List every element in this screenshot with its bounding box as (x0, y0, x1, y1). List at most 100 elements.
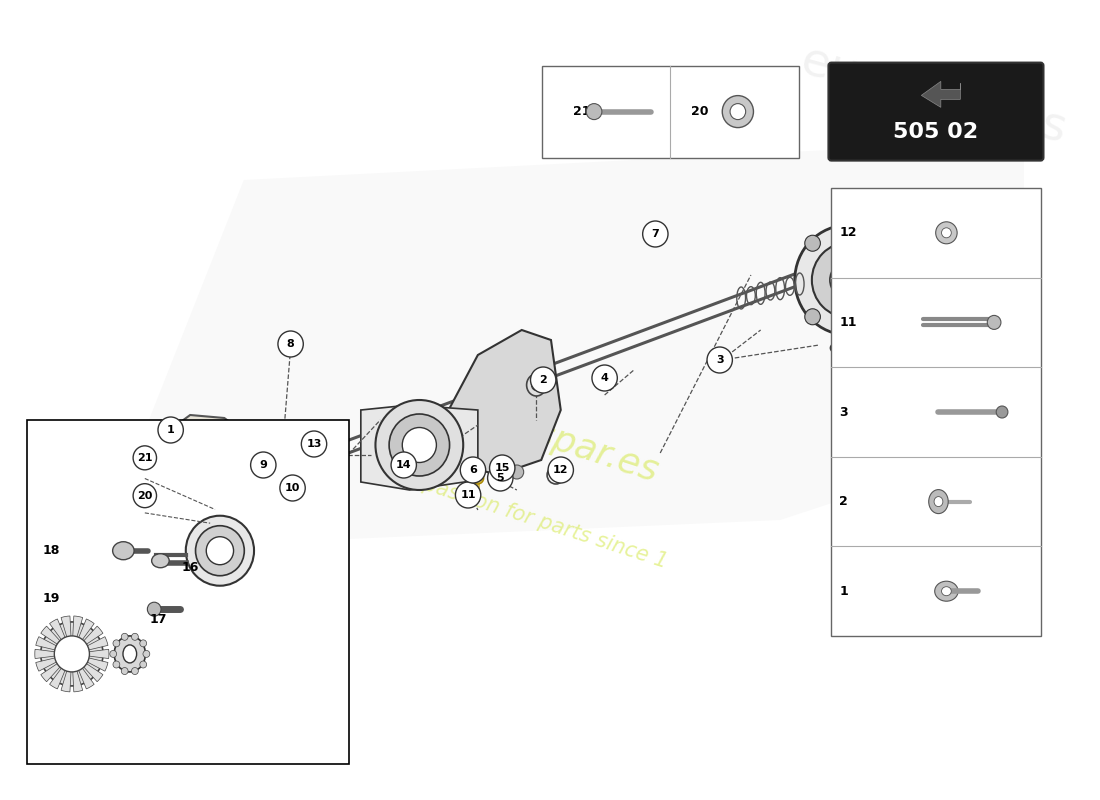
Text: 12: 12 (839, 226, 857, 239)
Circle shape (460, 457, 486, 483)
Ellipse shape (389, 414, 450, 476)
Ellipse shape (730, 103, 746, 119)
Circle shape (472, 472, 484, 484)
Text: 12: 12 (553, 465, 569, 475)
Ellipse shape (264, 476, 276, 488)
Text: 20: 20 (691, 105, 708, 118)
Ellipse shape (258, 470, 282, 494)
Wedge shape (41, 626, 72, 654)
Ellipse shape (942, 228, 952, 238)
Ellipse shape (829, 261, 867, 299)
Ellipse shape (196, 526, 244, 576)
Circle shape (188, 456, 231, 500)
Circle shape (586, 103, 602, 119)
Ellipse shape (723, 95, 754, 127)
Wedge shape (72, 650, 109, 658)
Circle shape (113, 640, 120, 647)
Circle shape (140, 661, 146, 668)
Circle shape (642, 221, 668, 247)
Ellipse shape (123, 645, 136, 663)
Text: 17: 17 (150, 613, 166, 626)
Text: 1: 1 (839, 585, 848, 598)
Circle shape (147, 602, 161, 616)
Circle shape (278, 331, 304, 357)
Circle shape (490, 455, 515, 481)
Ellipse shape (527, 374, 546, 396)
Text: 11: 11 (461, 490, 476, 500)
Text: 11: 11 (839, 316, 857, 329)
Circle shape (132, 667, 139, 674)
Text: 20: 20 (138, 490, 153, 501)
Ellipse shape (934, 497, 943, 506)
Bar (541, 66, 800, 158)
Text: 14: 14 (396, 460, 411, 470)
Circle shape (877, 235, 892, 251)
Ellipse shape (935, 581, 958, 602)
Circle shape (41, 622, 103, 686)
Ellipse shape (279, 470, 306, 510)
Text: 505 02: 505 02 (893, 122, 979, 142)
Circle shape (121, 667, 128, 674)
Polygon shape (361, 405, 477, 490)
Text: 2: 2 (839, 495, 848, 508)
Circle shape (707, 347, 733, 373)
Circle shape (132, 634, 139, 640)
Wedge shape (72, 654, 95, 689)
Ellipse shape (375, 400, 463, 490)
Wedge shape (60, 654, 72, 692)
Ellipse shape (988, 315, 1001, 330)
FancyBboxPatch shape (828, 62, 1044, 161)
Circle shape (200, 468, 219, 488)
Circle shape (997, 406, 1008, 418)
Ellipse shape (207, 537, 233, 565)
Polygon shape (146, 415, 307, 535)
Ellipse shape (812, 242, 886, 318)
Text: 10: 10 (285, 483, 300, 493)
Circle shape (279, 475, 305, 501)
Wedge shape (50, 619, 72, 654)
Bar (832, 188, 1041, 636)
Text: 21: 21 (138, 453, 153, 463)
Text: 18: 18 (43, 544, 59, 558)
Wedge shape (41, 654, 72, 682)
Circle shape (455, 482, 481, 508)
Circle shape (877, 309, 892, 325)
Ellipse shape (114, 636, 145, 672)
Circle shape (143, 650, 150, 658)
Circle shape (251, 452, 276, 478)
Text: 4: 4 (601, 373, 608, 383)
Bar (26, 420, 349, 764)
Circle shape (530, 367, 556, 393)
Ellipse shape (186, 516, 254, 586)
Wedge shape (36, 654, 72, 671)
Polygon shape (922, 82, 960, 107)
Circle shape (113, 661, 120, 668)
Text: 1: 1 (167, 425, 175, 435)
Circle shape (133, 446, 156, 470)
Text: 16: 16 (182, 562, 199, 574)
Text: 19: 19 (43, 592, 59, 606)
Text: 9: 9 (260, 460, 267, 470)
Text: a passion for parts since 1: a passion for parts since 1 (403, 468, 670, 572)
Ellipse shape (928, 490, 948, 514)
Circle shape (805, 235, 821, 251)
Wedge shape (72, 654, 108, 671)
Text: eurospar.es: eurospar.es (795, 39, 1071, 153)
Wedge shape (72, 654, 103, 682)
Text: 7: 7 (651, 229, 659, 239)
Wedge shape (72, 616, 82, 654)
Ellipse shape (942, 586, 952, 596)
Text: 21: 21 (573, 105, 590, 118)
Wedge shape (60, 616, 72, 654)
Wedge shape (36, 637, 72, 654)
Ellipse shape (152, 554, 169, 568)
Text: 3: 3 (839, 406, 848, 418)
Circle shape (301, 431, 327, 457)
Wedge shape (72, 619, 95, 654)
Ellipse shape (403, 427, 437, 462)
Circle shape (487, 465, 513, 491)
Circle shape (805, 309, 821, 325)
Text: 6: 6 (469, 465, 477, 475)
Circle shape (133, 484, 156, 508)
Circle shape (140, 640, 146, 647)
